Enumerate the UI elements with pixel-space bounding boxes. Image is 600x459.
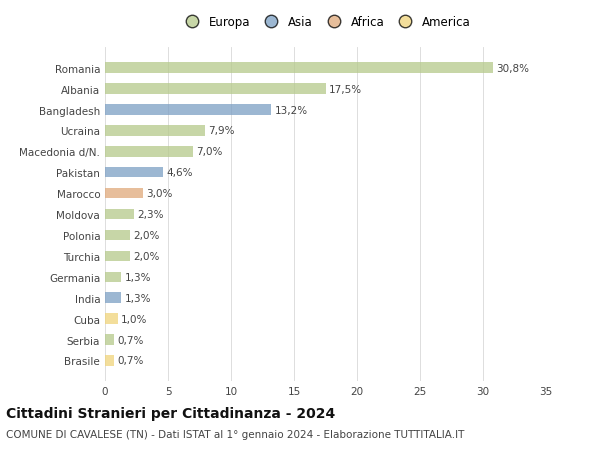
Text: 0,7%: 0,7% — [117, 356, 143, 366]
Text: 0,7%: 0,7% — [117, 335, 143, 345]
Text: COMUNE DI CAVALESE (TN) - Dati ISTAT al 1° gennaio 2024 - Elaborazione TUTTITALI: COMUNE DI CAVALESE (TN) - Dati ISTAT al … — [6, 429, 464, 439]
Bar — [105, 230, 130, 241]
Text: 3,0%: 3,0% — [146, 189, 172, 199]
Text: 17,5%: 17,5% — [329, 84, 362, 95]
Bar — [105, 293, 121, 303]
Text: 2,3%: 2,3% — [137, 210, 164, 219]
Bar — [105, 209, 134, 220]
Bar — [105, 105, 271, 116]
Bar — [105, 147, 193, 157]
Text: 13,2%: 13,2% — [274, 105, 308, 115]
Text: 1,3%: 1,3% — [125, 293, 151, 303]
Legend: Europa, Asia, Africa, America: Europa, Asia, Africa, America — [180, 16, 471, 29]
Text: 30,8%: 30,8% — [496, 63, 529, 73]
Text: 1,3%: 1,3% — [125, 272, 151, 282]
Bar — [105, 355, 114, 366]
Bar — [105, 189, 143, 199]
Bar — [105, 272, 121, 282]
Bar — [105, 313, 118, 324]
Bar — [105, 335, 114, 345]
Text: 7,0%: 7,0% — [196, 147, 223, 157]
Bar — [105, 63, 493, 74]
Text: 7,9%: 7,9% — [208, 126, 234, 136]
Text: 4,6%: 4,6% — [166, 168, 193, 178]
Text: 2,0%: 2,0% — [133, 230, 160, 241]
Bar — [105, 251, 130, 262]
Text: 2,0%: 2,0% — [133, 252, 160, 261]
Text: 1,0%: 1,0% — [121, 314, 147, 324]
Bar — [105, 84, 326, 95]
Text: Cittadini Stranieri per Cittadinanza - 2024: Cittadini Stranieri per Cittadinanza - 2… — [6, 406, 335, 420]
Bar — [105, 168, 163, 178]
Bar — [105, 126, 205, 136]
